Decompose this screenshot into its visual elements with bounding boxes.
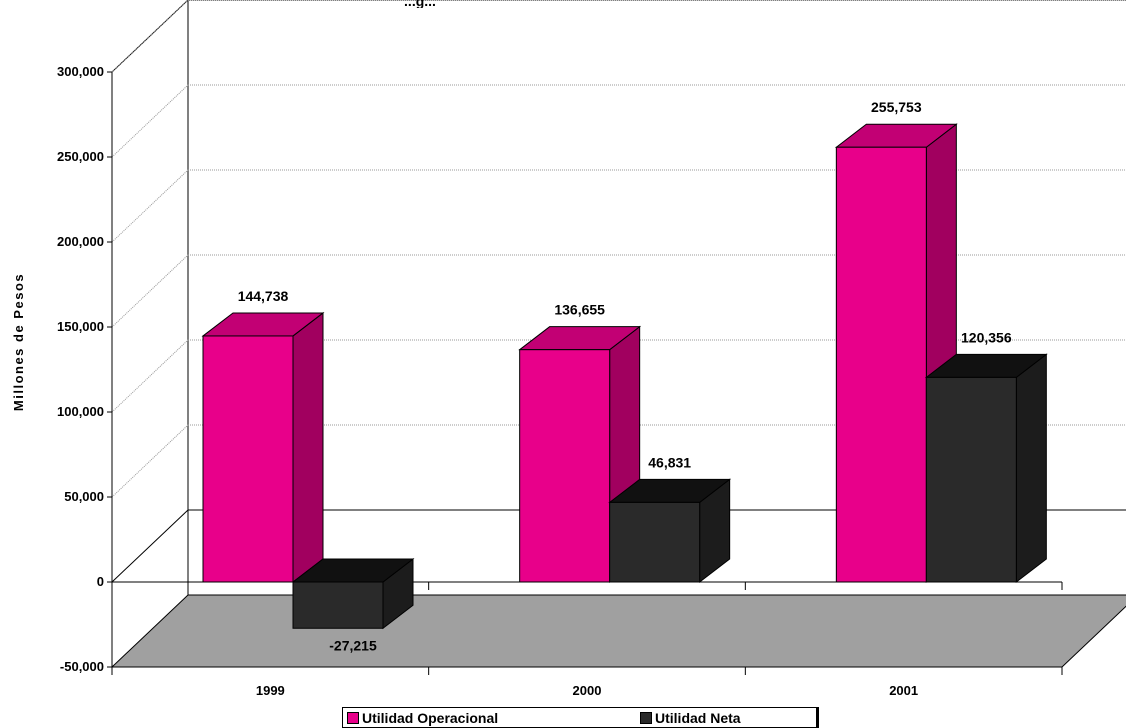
data-label: 136,655 bbox=[554, 302, 605, 318]
legend-swatch bbox=[640, 712, 652, 724]
legend-label: Utilidad Operacional bbox=[362, 710, 499, 726]
bars bbox=[201, 123, 1048, 630]
y-tick-label: 200,000 bbox=[57, 234, 104, 249]
category-label: 1999 bbox=[256, 683, 285, 698]
category-axis: 1999 2000 2001 bbox=[111, 582, 1063, 698]
gridline-side bbox=[111, 84, 189, 158]
bar-front bbox=[925, 376, 1017, 583]
y-tick-label: -50,000 bbox=[60, 659, 104, 674]
data-label: 120,356 bbox=[961, 329, 1012, 345]
y-tick-label: 250,000 bbox=[57, 149, 104, 164]
chart-floor bbox=[110, 594, 1126, 668]
bar-side bbox=[292, 311, 324, 584]
bar-front bbox=[292, 581, 384, 629]
bar-front bbox=[609, 501, 701, 583]
data-label: 46,831 bbox=[648, 454, 691, 470]
data-labels: 144,738 -27,215 136,655 46,831 255,753 120,35… bbox=[238, 99, 1012, 653]
legend-label: Utilidad Neta bbox=[655, 710, 741, 726]
gridline-side bbox=[111, 254, 189, 328]
y-tick-label: 150,000 bbox=[57, 319, 104, 334]
bar-2000-utilidad-neta bbox=[608, 478, 732, 584]
y-axis-label: Millones de Pesos bbox=[11, 273, 26, 411]
category-label: 2000 bbox=[573, 683, 602, 698]
bar-side bbox=[1015, 353, 1047, 584]
bar-front bbox=[202, 335, 294, 583]
y-tick-label: 100,000 bbox=[57, 404, 104, 419]
bar-2000-utilidad-operacional bbox=[518, 325, 642, 584]
legend-item-utilidad-neta: Utilidad Neta bbox=[640, 710, 741, 726]
y-tick-label: 50,000 bbox=[64, 489, 104, 504]
value-axis: -50,000 0 50,000 100,000 150,000 200,000 250,0… bbox=[57, 64, 113, 674]
category-label: 2001 bbox=[889, 683, 918, 698]
bar-front bbox=[835, 146, 927, 583]
gridline-side bbox=[111, 424, 189, 498]
bar-1999-utilidad-neta bbox=[291, 557, 415, 630]
data-label: 255,753 bbox=[871, 99, 922, 115]
zero-line-side bbox=[111, 509, 189, 583]
legend-swatch bbox=[347, 712, 359, 724]
bar-2001-utilidad-neta bbox=[924, 353, 1048, 584]
bar-1999-utilidad-operacional bbox=[201, 311, 325, 584]
gridline-side bbox=[111, 169, 189, 243]
bar-front bbox=[519, 349, 611, 583]
chart-title: ...g... bbox=[404, 0, 436, 9]
y-tick-label: 0 bbox=[97, 574, 104, 589]
legend: Utilidad Operacional Utilidad Neta bbox=[342, 707, 819, 728]
gridline-side bbox=[111, 339, 189, 413]
data-label: 144,738 bbox=[238, 288, 289, 304]
gridline-side bbox=[111, 0, 189, 73]
y-tick-label: 300,000 bbox=[57, 64, 104, 79]
data-label: -27,215 bbox=[329, 637, 377, 653]
legend-item-utilidad-operacional: Utilidad Operacional bbox=[347, 710, 498, 726]
